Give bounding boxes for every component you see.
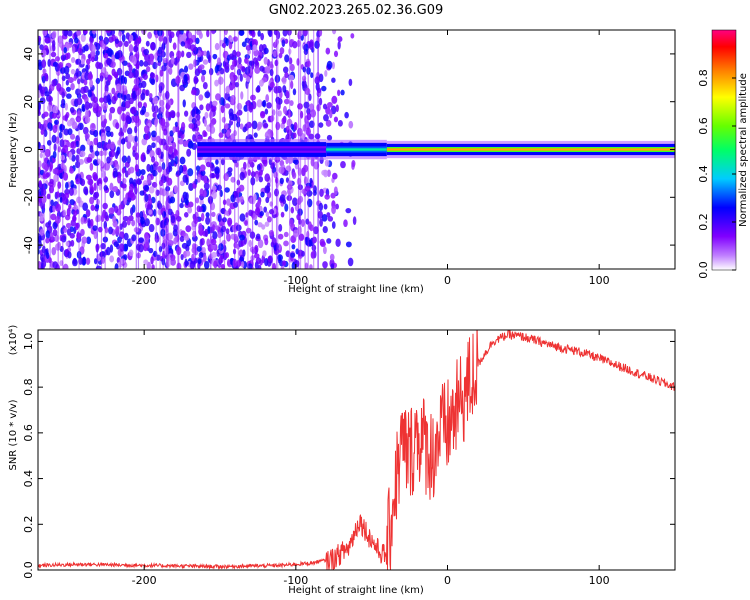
snr-y-tick-label: 1.0 (22, 333, 35, 351)
snr-y-multiplier: (x10⁴) (8, 325, 19, 356)
snr-x-tick-label: -200 (132, 574, 157, 587)
snr-x-label: Height of straight line (km) (288, 585, 424, 596)
spectrogram-x-tick-label: 100 (589, 274, 610, 287)
snr-y-tick-label: 0.2 (22, 516, 35, 534)
spectrogram-x-ticks: -200 -100 0 100 (132, 30, 610, 287)
signal-peak-0 (197, 148, 327, 151)
spectrogram-x-tick-label: 0 (444, 274, 451, 287)
colorbar-label: Normalized spectral amplitude (738, 73, 749, 227)
snr-x-ticks: -200 -100 0 100 (132, 330, 610, 587)
noise-texture (38, 30, 357, 269)
snr-y-tick-label: 0.6 (22, 424, 35, 442)
spectrogram-plot-area (38, 30, 675, 269)
colorbar-gradient (711, 29, 737, 271)
spectrogram-x-tick-label: -200 (132, 274, 157, 287)
chart-title: GN02.2023.265.02.36.G09 (269, 3, 444, 18)
colorbar: 0.0 0.2 0.4 0.6 0.8 Normalized spectral ampl… (697, 29, 749, 279)
snr-y-tick-label: 0.4 (22, 470, 35, 488)
spectrogram-y-tick-label: -40 (22, 236, 35, 254)
spectrogram-x-tick-label: -100 (283, 274, 308, 287)
signal-peak-1 (326, 148, 387, 151)
signal-band (197, 139, 675, 160)
snr-plot-area (38, 330, 675, 570)
colorbar-ticks: 0.0 0.2 0.4 0.6 0.8 (697, 69, 736, 279)
snr-y-label: SNR (10 * v/v) (8, 399, 19, 470)
colorbar-tick-label: 0.4 (697, 165, 710, 183)
spectrogram-x-label: Height of straight line (km) (288, 284, 424, 295)
snr-y-tick-label: 0.8 (22, 378, 35, 396)
snr-x-tick-label: 0 (444, 574, 451, 587)
spectrogram-y-label: Frequency (Hz) (8, 112, 19, 188)
colorbar-tick-label: 0.6 (697, 117, 710, 135)
spectrogram-y-tick-label: -20 (22, 188, 35, 206)
snr-line (38, 330, 675, 570)
snr-x-tick-label: -100 (283, 574, 308, 587)
signal-peak-2 (386, 148, 675, 151)
colorbar-tick-label: 0.2 (697, 213, 710, 231)
snr-y-ticks: 0.0 0.2 0.4 0.6 0.8 1.0 (22, 333, 675, 579)
colorbar-tick-label: 0.8 (697, 69, 710, 87)
spectrogram-y-tick-label: 20 (22, 95, 35, 109)
snr-frame (37, 329, 676, 571)
snr-x-tick-label: 100 (589, 574, 610, 587)
spectrogram-y-ticks: -40 -20 0 20 40 (22, 47, 675, 254)
spectrogram-y-tick-label: 40 (22, 47, 35, 61)
snr-y-tick-label: 0.0 (22, 561, 35, 579)
spectrogram-y-tick-label: 0 (22, 146, 35, 153)
colorbar-tick-label: 0.0 (697, 261, 710, 279)
snr-panel: -200 -100 0 100 0.0 0.2 0.4 0.6 0.8 1.0 Height o… (8, 325, 676, 596)
